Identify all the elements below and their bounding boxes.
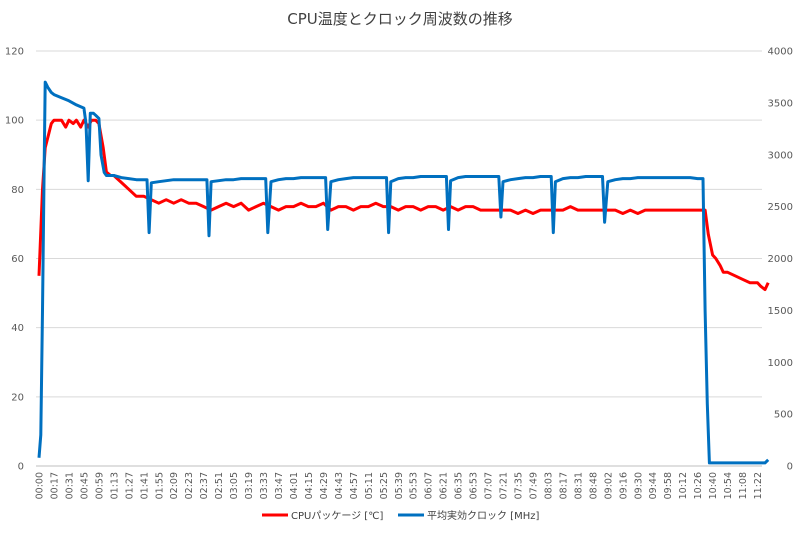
- y-right-tick-1000: 1000: [768, 358, 793, 369]
- legend-label-cpu-package: CPUパッケージ [℃]: [291, 510, 383, 522]
- x-tick-01:27: 01:27: [124, 472, 135, 499]
- y-left-tick-0: 0: [18, 462, 24, 473]
- x-tick-10:40: 10:40: [708, 472, 719, 499]
- x-tick-03:47: 03:47: [274, 472, 285, 499]
- y-left-tick-120: 120: [5, 47, 24, 58]
- x-tick-00:45: 00:45: [79, 472, 90, 499]
- x-tick-06:35: 06:35: [454, 472, 465, 499]
- x-axis: 00:00 00:17 00:31 00:45 00:59 01:13 01:27 01:41…: [35, 472, 765, 499]
- y-left-tick-100: 100: [5, 116, 24, 127]
- y-axis-left: 0 20 40 60 80 100 120: [5, 47, 24, 473]
- x-tick-00:00: 00:00: [35, 472, 46, 499]
- x-tick-03:05: 03:05: [229, 472, 240, 499]
- x-tick-05:25: 05:25: [379, 472, 390, 499]
- y-left-tick-20: 20: [11, 392, 24, 403]
- x-tick-09:02: 09:02: [603, 472, 614, 499]
- series-line-avg-clock: [37, 80, 770, 465]
- x-tick-08:48: 08:48: [588, 472, 599, 499]
- x-tick-04:43: 04:43: [334, 472, 345, 499]
- legend: CPUパッケージ [℃] 平均実効クロック [MHz]: [262, 509, 539, 522]
- x-tick-05:39: 05:39: [394, 472, 405, 499]
- y-left-tick-40: 40: [11, 323, 24, 334]
- x-tick-00:31: 00:31: [64, 472, 75, 499]
- x-tick-04:15: 04:15: [304, 472, 315, 499]
- x-tick-02:51: 02:51: [214, 472, 225, 499]
- x-tick-04:57: 04:57: [349, 472, 360, 499]
- x-tick-09:30: 09:30: [633, 472, 644, 499]
- x-tick-04:29: 04:29: [319, 472, 330, 499]
- x-tick-08:31: 08:31: [573, 472, 584, 499]
- x-tick-06:53: 06:53: [469, 472, 480, 499]
- x-tick-08:03: 08:03: [543, 472, 554, 499]
- y-right-tick-1500: 1500: [768, 306, 793, 317]
- y-left-tick-80: 80: [11, 185, 24, 196]
- x-tick-06:21: 06:21: [439, 472, 450, 499]
- y-axis-right: 0 500 1000 1500 2000 2500 3000 3500 4000: [768, 47, 793, 473]
- gridlines: [36, 50, 762, 467]
- legend-label-avg-clock: 平均実効クロック [MHz]: [427, 509, 539, 522]
- y-right-tick-3000: 3000: [768, 150, 793, 161]
- x-tick-02:09: 02:09: [169, 472, 180, 499]
- x-tick-00:17: 00:17: [50, 472, 61, 499]
- x-tick-07:35: 07:35: [514, 472, 525, 499]
- x-tick-06:07: 06:07: [424, 472, 435, 499]
- x-tick-07:49: 07:49: [529, 472, 540, 499]
- x-tick-04:01: 04:01: [289, 472, 300, 499]
- y-left-tick-60: 60: [11, 254, 24, 265]
- x-tick-05:53: 05:53: [409, 472, 420, 499]
- x-tick-07:21: 07:21: [499, 472, 510, 499]
- x-tick-01:41: 01:41: [139, 472, 150, 499]
- x-tick-02:23: 02:23: [184, 472, 195, 499]
- x-tick-03:33: 03:33: [259, 472, 270, 499]
- x-tick-01:55: 01:55: [154, 472, 165, 499]
- y-right-tick-4000: 4000: [768, 47, 793, 58]
- x-tick-09:58: 09:58: [663, 472, 674, 499]
- x-tick-10:54: 10:54: [723, 472, 734, 499]
- y-right-tick-500: 500: [774, 410, 793, 421]
- x-tick-00:59: 00:59: [94, 472, 105, 499]
- x-tick-11:22: 11:22: [753, 472, 764, 499]
- y-right-tick-0: 0: [787, 462, 793, 473]
- x-tick-02:37: 02:37: [199, 472, 210, 499]
- x-tick-10:12: 10:12: [678, 472, 689, 499]
- x-tick-05:11: 05:11: [364, 472, 375, 499]
- x-tick-09:44: 09:44: [648, 472, 659, 499]
- y-right-tick-3500: 3500: [768, 98, 793, 109]
- x-tick-11:08: 11:08: [738, 472, 749, 499]
- x-tick-01:13: 01:13: [109, 472, 120, 499]
- x-tick-08:17: 08:17: [558, 472, 569, 499]
- y-right-tick-2000: 2000: [768, 254, 793, 265]
- x-tick-09:16: 09:16: [618, 472, 629, 499]
- chart-title: CPU温度とクロック周波数の推移: [287, 10, 513, 28]
- x-tick-03:19: 03:19: [244, 472, 255, 499]
- x-tick-07:07: 07:07: [484, 472, 495, 499]
- plot-area: [37, 80, 770, 465]
- y-right-tick-2500: 2500: [768, 202, 793, 213]
- x-tick-10:26: 10:26: [693, 472, 704, 499]
